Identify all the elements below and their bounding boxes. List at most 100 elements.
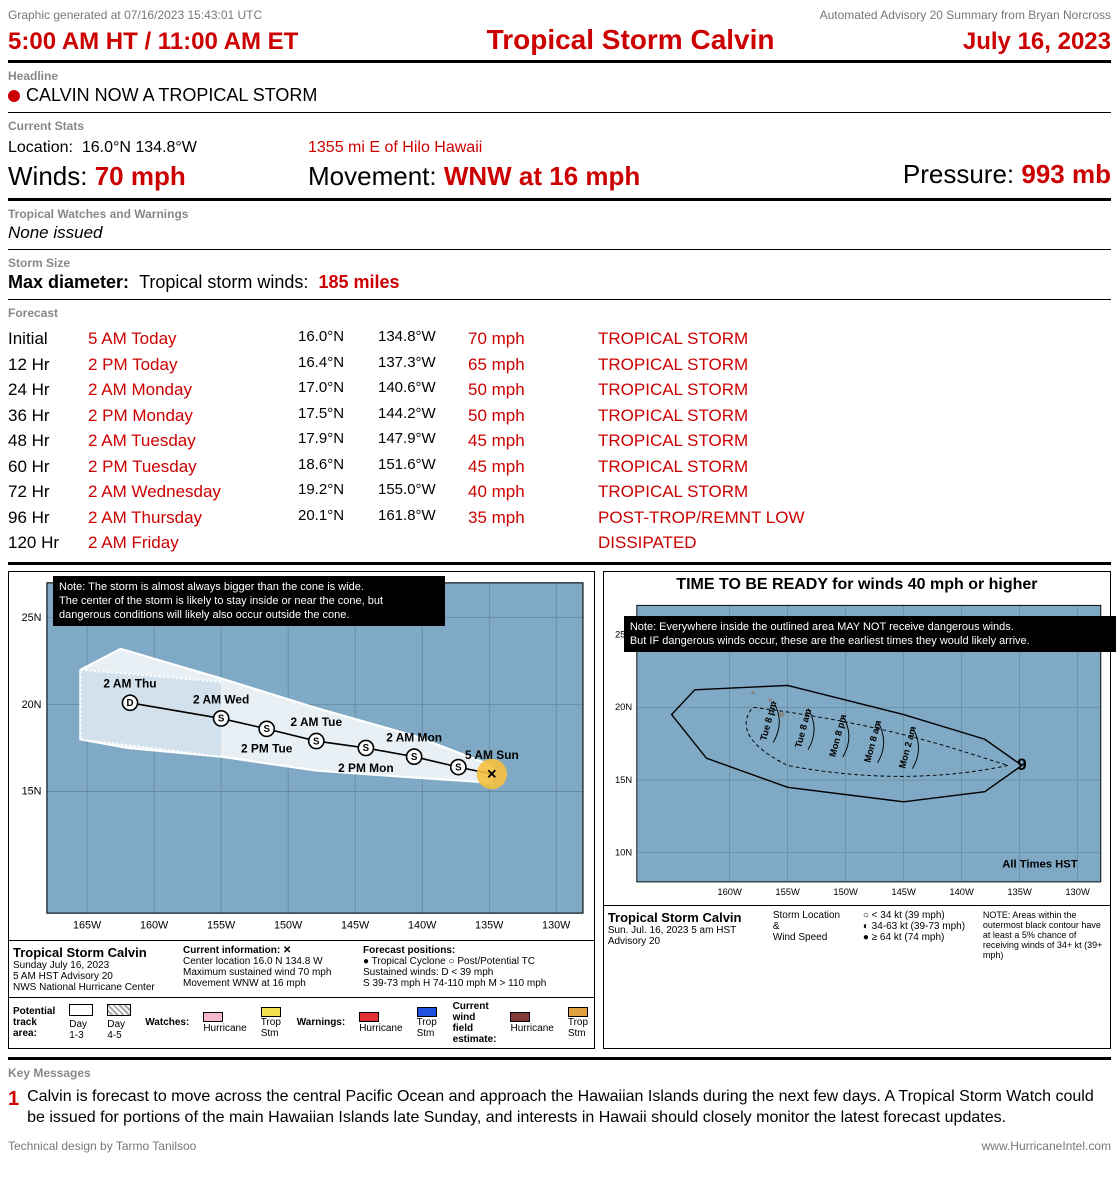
pressure-label: Pressure: [903, 159, 1014, 189]
legend-sub: 5 AM HST Advisory 20 [13, 971, 183, 982]
svg-text:130W: 130W [542, 919, 571, 931]
svg-text:2 AM Wed: 2 AM Wed [193, 692, 249, 706]
footer-site: www.HurricaneIntel.com [982, 1139, 1111, 1153]
svg-text:9: 9 [1017, 755, 1026, 774]
forecast-table: Initial5 AM Today16.0°N134.8°W70 mphTROP… [8, 322, 1111, 565]
forecast-row: 60 Hr2 PM Tuesday18.6°N151.6°W45 mphTROP… [8, 454, 1111, 480]
watches-label: Tropical Watches and Warnings [8, 207, 1111, 221]
advisory-time: 5:00 AM HT / 11:00 AM ET [8, 28, 298, 56]
forecast-row: 96 Hr2 AM Thursday20.1°N161.8°W35 mphPOS… [8, 505, 1111, 531]
legend2-col: ○ < 34 kt (39 mph) [863, 910, 973, 921]
svg-text:135W: 135W [1007, 887, 1032, 897]
legend-ci: Maximum sustained wind 70 mph [183, 967, 363, 978]
svg-text:150W: 150W [274, 919, 303, 931]
location-value: 16.0°N 134.8°W [82, 139, 197, 156]
cone-map-note: Note: The storm is almost always bigger … [53, 576, 445, 627]
forecast-label: Forecast [8, 306, 1111, 320]
svg-text:155W: 155W [775, 887, 800, 897]
key-messages: 1Calvin is forecast to move across the c… [8, 1086, 1111, 1129]
svg-text:D: D [126, 698, 133, 709]
svg-text:2 AM Tue: 2 AM Tue [290, 714, 342, 728]
size-type: Tropical storm winds: [139, 272, 308, 292]
svg-text:2 PM Tue: 2 PM Tue [241, 741, 293, 755]
legend-fp-title: Forecast positions: [363, 945, 590, 956]
pressure-value: 993 mb [1021, 159, 1111, 189]
advisory-date: July 16, 2023 [963, 28, 1111, 56]
svg-text:25N: 25N [22, 611, 42, 623]
legend-title: Tropical Storm Calvin [13, 945, 183, 960]
legend2-col: ● ≥ 64 kt (74 mph) [863, 932, 973, 943]
svg-text:160W: 160W [717, 887, 742, 897]
forecast-row: 48 Hr2 AM Tuesday17.9°N147.9°W45 mphTROP… [8, 428, 1111, 454]
forecast-row: 72 Hr2 AM Wednesday19.2°N155.0°W40 mphTR… [8, 479, 1111, 505]
legend-ci: Movement WNW at 16 mph [183, 978, 363, 989]
arrival-map-note: Note: Everywhere inside the outlined are… [624, 616, 1116, 653]
svg-text:130W: 130W [1065, 887, 1090, 897]
svg-text:20N: 20N [22, 698, 42, 710]
watches-text: None issued [8, 223, 1111, 250]
movement-value: WNW at 16 mph [444, 161, 640, 191]
size-label: Storm Size [8, 256, 1111, 270]
legend2-title: Tropical Storm Calvin [608, 910, 763, 925]
winds-label: Winds: [8, 161, 87, 191]
svg-text:All Times HST: All Times HST [1002, 858, 1077, 870]
key-messages-label: Key Messages [8, 1066, 1111, 1080]
cone-map-legend2: Potential track area: Day 1-3 Day 4-5Wat… [9, 997, 594, 1048]
forecast-row: 36 Hr2 PM Monday17.5°N144.2°W50 mphTROPI… [8, 403, 1111, 429]
distance-value: 1355 mi E of Hilo Hawaii [308, 139, 828, 157]
svg-text:145W: 145W [341, 919, 370, 931]
forecast-row: 120 Hr2 AM FridayDISSIPATED [8, 530, 1111, 556]
svg-text:✕: ✕ [486, 766, 497, 781]
svg-text:S: S [411, 751, 418, 762]
legend-fp: S 39-73 mph H 74-110 mph M > 110 mph [363, 978, 590, 989]
legend-fp: Sustained winds: D < 39 mph [363, 967, 590, 978]
legend2-col: Wind Speed [773, 932, 853, 943]
source-credit: Automated Advisory 20 Summary from Bryan… [820, 8, 1111, 22]
diameter-label: Max diameter: [8, 272, 129, 292]
svg-text:165W: 165W [73, 919, 102, 931]
svg-text:S: S [455, 762, 462, 773]
legend-sub: Sunday July 16, 2023 [13, 960, 183, 971]
svg-text:160W: 160W [140, 919, 169, 931]
svg-text:2 AM Thu: 2 AM Thu [103, 676, 156, 690]
svg-text:15N: 15N [615, 774, 632, 784]
forecast-row: 24 Hr2 AM Monday17.0°N140.6°W50 mphTROPI… [8, 377, 1111, 403]
svg-text:155W: 155W [207, 919, 236, 931]
cone-map-legend: Tropical Storm Calvin Sunday July 16, 20… [9, 940, 594, 997]
winds-value: 70 mph [95, 161, 186, 191]
svg-text:145W: 145W [891, 887, 916, 897]
svg-text:S: S [218, 713, 225, 724]
svg-text:S: S [363, 743, 370, 754]
movement-label: Movement: [308, 161, 437, 191]
legend-sub: NWS National Hurricane Center [13, 982, 183, 993]
svg-text:150W: 150W [833, 887, 858, 897]
location-label: Location: [8, 139, 73, 156]
forecast-row: 12 Hr2 PM Today16.4°N137.3°W65 mphTROPIC… [8, 352, 1111, 378]
svg-text:140W: 140W [408, 919, 437, 931]
svg-text:2 AM Mon: 2 AM Mon [386, 730, 442, 744]
svg-text:S: S [263, 724, 270, 735]
svg-text:140W: 140W [949, 887, 974, 897]
legend-fp: ● Tropical Cyclone ○ Post/Potential TC [363, 956, 590, 967]
legend2-sub: Advisory 20 [608, 936, 763, 947]
svg-text:135W: 135W [475, 919, 504, 931]
stats-label: Current Stats [8, 119, 1111, 133]
svg-text:2 PM Mon: 2 PM Mon [338, 760, 394, 774]
legend2-note: NOTE: Areas within the outermost black c… [983, 910, 1106, 960]
legend2-col: & [773, 921, 853, 932]
arrival-map-panel: TIME TO BE READY for winds 40 mph or hig… [603, 571, 1111, 1049]
cone-map-panel: 165W 160W 155W 150W 145W 140W 135W 130W 15N 20N 25… [8, 571, 595, 1049]
legend2-sub: Sun. Jul. 16, 2023 5 am HST [608, 925, 763, 936]
headline-label: Headline [8, 69, 1111, 83]
cone-map: 165W 160W 155W 150W 145W 140W 135W 130W 15N 20N 25… [9, 572, 594, 940]
storm-name: Tropical Storm Calvin [487, 24, 775, 56]
headline-text: CALVIN NOW A TROPICAL STORM [26, 85, 317, 106]
legend-ci: Center location 16.0 N 134.8 W [183, 956, 363, 967]
footer-credit: Technical design by Tarmo Tanilsoo [8, 1139, 196, 1153]
arrival-map-legend: Tropical Storm Calvin Sun. Jul. 16, 2023… [604, 905, 1110, 964]
svg-text:S: S [313, 736, 320, 747]
arrival-map-title: TIME TO BE READY for winds 40 mph or hig… [604, 572, 1110, 596]
svg-text:15N: 15N [22, 785, 42, 797]
legend-ci-title: Current information: ✕ [183, 945, 363, 956]
svg-text:20N: 20N [615, 702, 632, 712]
